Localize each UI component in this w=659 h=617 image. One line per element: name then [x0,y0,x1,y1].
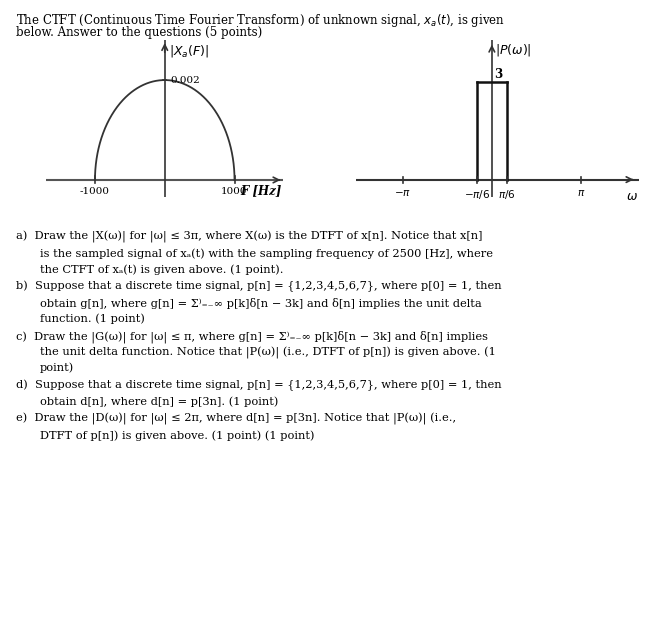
Text: $\pi/6$: $\pi/6$ [498,188,515,201]
Text: d)  Suppose that a discrete time signal, p[n] = {1,2,3,4,5,6,7}, where p[0] = 1,: d) Suppose that a discrete time signal, … [16,379,502,391]
Text: $-\pi/6$: $-\pi/6$ [464,188,490,201]
Text: function. (1 point): function. (1 point) [40,313,144,324]
Text: $|X_a(F)|$: $|X_a(F)|$ [169,43,209,59]
Text: obtain g[n], where g[n] = Σ⁾₌₋∞ p[k]δ[n − 3k] and δ[n] implies the unit delta: obtain g[n], where g[n] = Σ⁾₌₋∞ p[k]δ[n … [40,298,481,309]
Text: the CTFT of xₐ(t) is given above. (1 point).: the CTFT of xₐ(t) is given above. (1 poi… [40,264,283,275]
Text: b)  Suppose that a discrete time signal, p[n] = {1,2,3,4,5,6,7}, where p[0] = 1,: b) Suppose that a discrete time signal, … [16,281,502,292]
Text: F [Hz]: F [Hz] [241,184,282,197]
Text: 1000: 1000 [221,188,248,196]
Text: c)  Draw the |G(ω)| for |ω| ≤ π, where g[n] = Σ⁾₌₋∞ p[k]δ[n − 3k] and δ[n] impli: c) Draw the |G(ω)| for |ω| ≤ π, where g[… [16,330,488,342]
Text: below. Answer to the questions (5 points): below. Answer to the questions (5 points… [16,26,263,39]
Text: point): point) [40,362,74,373]
Text: DTFT of p[n]) is given above. (1 point) (1 point): DTFT of p[n]) is given above. (1 point) … [40,430,314,441]
Text: obtain d[n], where d[n] = p[3n]. (1 point): obtain d[n], where d[n] = p[3n]. (1 poin… [40,396,278,407]
Text: $|P(\omega)|$: $|P(\omega)|$ [496,42,532,58]
Text: e)  Draw the |D(ω)| for |ω| ≤ 2π, where d[n] = p[3n]. Notice that |P(ω)| (i.e.,: e) Draw the |D(ω)| for |ω| ≤ 2π, where d… [16,413,457,426]
Text: $-\pi$: $-\pi$ [394,188,411,197]
Text: $\pi$: $\pi$ [577,188,585,197]
Text: a)  Draw the |X(ω)| for |ω| ≤ 3π, where X(ω) is the DTFT of x[n]. Notice that x[: a) Draw the |X(ω)| for |ω| ≤ 3π, where X… [16,231,483,244]
Text: $\omega$: $\omega$ [626,190,638,203]
Text: 0.002: 0.002 [170,75,200,85]
Text: -1000: -1000 [80,188,110,196]
Text: 3: 3 [494,68,502,81]
Text: is the sampled signal of xₐ(t) with the sampling frequency of 2500 [Hz], where: is the sampled signal of xₐ(t) with the … [40,249,492,259]
Text: The CTFT (Continuous Time Fourier Transform) of unknown signal, $x_a(t)$, is giv: The CTFT (Continuous Time Fourier Transf… [16,12,505,30]
Text: the unit delta function. Notice that |P(ω)| (i.e., DTFT of p[n]) is given above.: the unit delta function. Notice that |P(… [40,347,496,359]
